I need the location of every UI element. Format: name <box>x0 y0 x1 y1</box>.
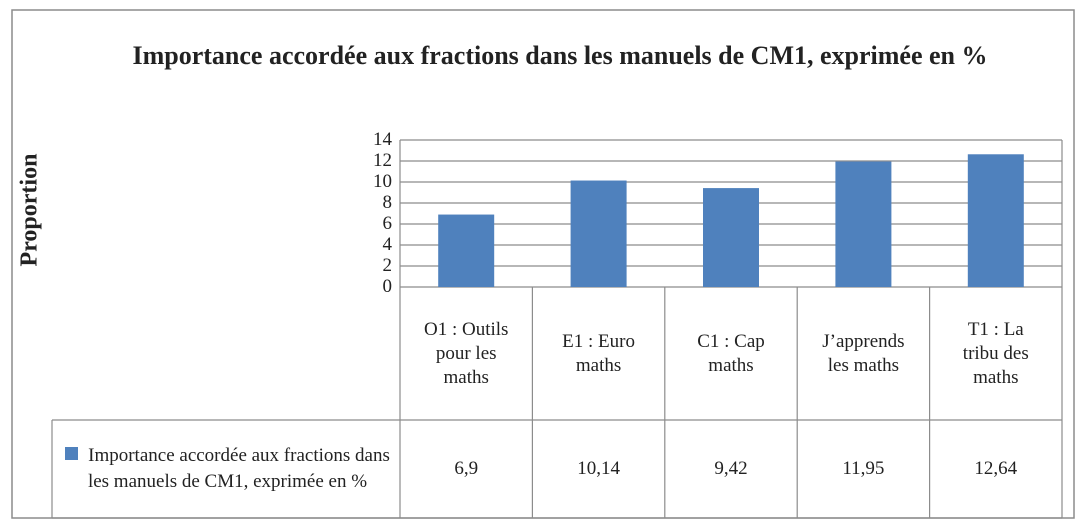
bar <box>967 154 1024 287</box>
legend-swatch <box>65 447 79 460</box>
chart-title: Importance accordée aux fractions dans l… <box>132 41 988 70</box>
data-label: 10,14 <box>577 458 620 479</box>
y-tick-label: 6 <box>382 213 393 234</box>
y-tick-label: 2 <box>382 255 393 276</box>
y-tick-label: 14 <box>373 129 392 150</box>
x-tick-label: J’apprends les maths <box>822 330 905 376</box>
legend-entry: Importance accordée aux fractions dans l… <box>60 424 395 514</box>
y-axis-label: Proportion <box>16 153 43 267</box>
legend-label: Importance accordée aux fractions dans l… <box>87 445 390 492</box>
y-tick-label: 12 <box>373 150 392 171</box>
data-label: 9,42 <box>714 458 748 479</box>
bar <box>703 188 759 287</box>
bar <box>835 161 892 287</box>
x-tick-label: E1 : Euro maths <box>562 330 635 376</box>
data-label: 12,64 <box>974 458 1018 479</box>
data-label: 6,9 <box>454 458 479 479</box>
x-tick-label: O1 : Outils pour les maths <box>423 318 509 388</box>
y-tick-label: 4 <box>382 234 393 255</box>
bar <box>438 214 495 287</box>
bar <box>570 180 627 287</box>
data-label: 11,95 <box>842 458 885 479</box>
y-tick-label: 0 <box>382 276 393 297</box>
y-tick-label: 8 <box>382 192 393 213</box>
y-tick-label: 10 <box>373 171 392 192</box>
x-tick-label: T1 : La tribu des maths <box>962 318 1029 388</box>
x-tick-label: C1 : Cap maths <box>697 330 765 376</box>
